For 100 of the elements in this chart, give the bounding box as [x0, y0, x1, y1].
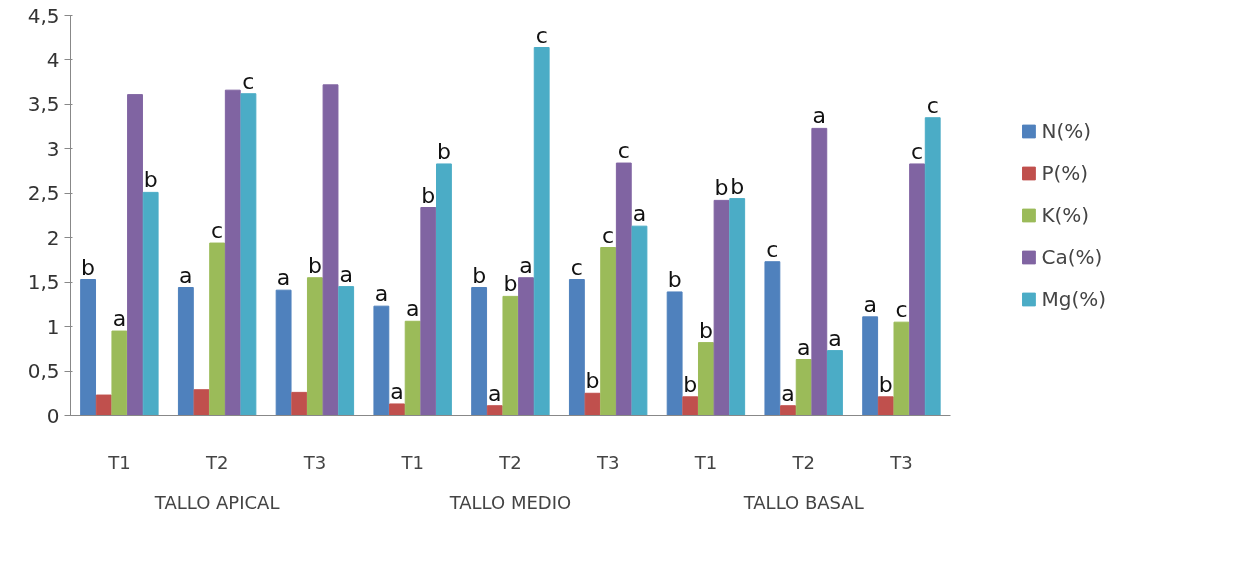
bar — [95, 394, 112, 416]
bar — [127, 94, 143, 416]
bar — [518, 277, 534, 416]
x-tick-label: T1 — [693, 451, 718, 473]
bar — [240, 93, 257, 416]
data-label: c — [535, 22, 548, 48]
bar — [80, 279, 97, 416]
bar — [291, 391, 308, 416]
bar — [142, 191, 159, 416]
bar — [322, 84, 339, 416]
bar — [177, 287, 194, 416]
bar — [338, 286, 355, 416]
legend-label: Ca(%) — [1041, 245, 1103, 269]
x-tick-label: T2 — [498, 451, 522, 473]
x-tick-label: T3 — [595, 451, 620, 473]
legend-label: P(%) — [1041, 161, 1089, 185]
data-label: a — [519, 252, 533, 278]
y-tick-label: 3,5 — [27, 92, 60, 117]
data-label: b — [878, 371, 893, 397]
data-label: b — [714, 175, 729, 201]
data-label: a — [781, 380, 795, 406]
bar — [924, 117, 941, 416]
data-label: b — [730, 173, 745, 199]
x-tick-label: T3 — [302, 451, 327, 473]
x-tick-label: T1 — [400, 451, 424, 473]
y-tick-label: 1 — [46, 314, 60, 339]
bar — [877, 396, 894, 416]
bar — [682, 396, 699, 416]
x-tick-label: T2 — [791, 451, 815, 473]
bar — [666, 291, 683, 416]
bar — [404, 320, 421, 416]
bar — [729, 198, 746, 416]
data-label: c — [895, 297, 908, 323]
bar — [193, 389, 210, 416]
bar — [533, 47, 550, 416]
data-label: b — [81, 254, 96, 280]
y-tick-label: 1,5 — [27, 270, 60, 295]
bar — [909, 163, 926, 416]
bar — [111, 330, 128, 416]
data-label: c — [766, 236, 779, 262]
bar — [697, 342, 714, 416]
data-label: a — [179, 262, 193, 288]
bar — [893, 321, 910, 416]
data-label: a — [405, 296, 420, 322]
bar — [600, 247, 617, 416]
data-label: a — [828, 325, 842, 351]
data-label: b — [143, 167, 158, 193]
bar — [713, 199, 730, 416]
data-label: a — [863, 291, 877, 317]
data-label: c — [570, 254, 583, 280]
bar — [568, 279, 585, 416]
data-label: b — [421, 182, 436, 208]
bar — [811, 127, 828, 416]
bar — [764, 261, 781, 416]
data-label: a — [796, 334, 811, 360]
bar — [584, 392, 601, 416]
bar — [631, 225, 648, 416]
data-label: a — [339, 261, 353, 287]
bar — [306, 277, 323, 416]
data-label: c — [926, 92, 939, 118]
bar — [436, 163, 452, 416]
data-label: c — [617, 138, 630, 164]
x-tick-label: T3 — [889, 451, 913, 473]
y-tick-label: 0,5 — [27, 359, 60, 384]
legend-label: N(%) — [1041, 119, 1092, 143]
y-tick-label: 3 — [46, 136, 60, 161]
data-label: c — [242, 68, 255, 94]
data-label: b — [503, 271, 518, 297]
data-label: b — [585, 368, 600, 394]
bar — [486, 405, 503, 416]
data-label: b — [698, 317, 713, 343]
data-label: c — [602, 222, 615, 248]
bar — [827, 350, 843, 416]
data-label: c — [911, 138, 924, 164]
bar — [795, 359, 812, 416]
bar — [615, 162, 632, 416]
data-label: a — [374, 281, 389, 307]
bar — [389, 403, 405, 416]
data-label: a — [276, 265, 291, 291]
data-label: b — [472, 262, 487, 288]
bar — [502, 295, 519, 416]
y-tick-label: 4 — [46, 47, 60, 72]
data-label: b — [683, 371, 698, 397]
data-label: c — [211, 218, 224, 244]
x-tick-label: T1 — [107, 451, 131, 473]
data-label: a — [812, 103, 827, 129]
x-tick-label: T2 — [204, 451, 229, 473]
bar — [224, 89, 241, 416]
data-label: a — [632, 201, 647, 227]
y-tick-label: 2,5 — [27, 181, 60, 206]
bar — [471, 287, 488, 416]
y-tick-label: 4,5 — [27, 3, 60, 28]
bar — [780, 405, 796, 416]
bar — [373, 305, 390, 416]
text: TALLO APICAL — [153, 491, 280, 513]
legend-label: K(%) — [1041, 203, 1090, 227]
y-tick-label: 0 — [46, 403, 60, 428]
data-label: a — [488, 380, 502, 406]
y-tick-label: 2 — [46, 225, 60, 250]
bar — [275, 289, 292, 416]
